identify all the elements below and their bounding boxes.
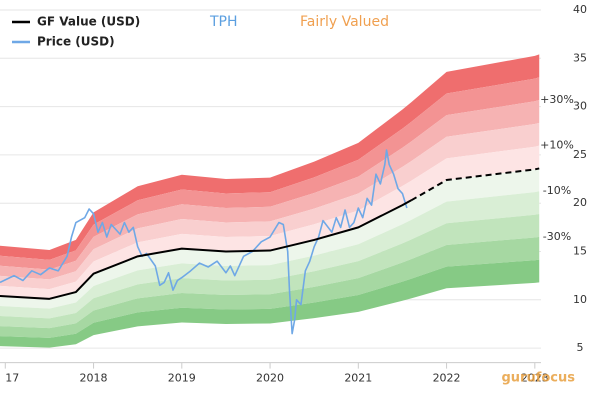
series-line xyxy=(0,199,412,300)
band-label: +30% xyxy=(540,93,574,106)
valuation-band xyxy=(0,259,540,348)
labels: 5 10 15 20 25 30 35 40 17 2018 2019 2020 2021 2022 202… xyxy=(5,3,587,385)
y-tick-label: 25 xyxy=(573,148,587,161)
y-tick-label: 20 xyxy=(573,196,587,209)
band-label: -30% xyxy=(543,230,571,243)
y-tick-label: 15 xyxy=(573,245,587,258)
y-tick-label: 30 xyxy=(573,100,587,113)
valuation-band xyxy=(0,122,540,290)
valuation-band xyxy=(0,100,540,280)
x-tick-label: 17 xyxy=(5,372,19,385)
bands xyxy=(0,54,540,348)
lines xyxy=(0,149,540,335)
band-label: -10% xyxy=(543,184,571,197)
x-tick-label: 2021 xyxy=(344,372,372,385)
y-tick-label: 40 xyxy=(573,3,587,16)
x-tick-label: 2019 xyxy=(168,372,196,385)
projection-line xyxy=(410,167,540,202)
valuation-band xyxy=(0,145,540,299)
series-line xyxy=(0,149,408,335)
valuation-band xyxy=(0,77,540,270)
valuation-band xyxy=(0,236,540,338)
y-tick-label: 10 xyxy=(573,293,587,306)
y-tick-label: 5 xyxy=(577,341,584,354)
valuation-band xyxy=(0,168,540,309)
legend-label: Price (USD) xyxy=(37,35,115,49)
valuation-band xyxy=(0,54,540,260)
x-tick-label: 2018 xyxy=(80,372,108,385)
x-tick-label: 2020 xyxy=(256,372,284,385)
band-label: +10% xyxy=(540,139,574,152)
ticker: TPH xyxy=(209,14,238,30)
logo: gurufocus xyxy=(501,371,575,386)
legend-label: GF Value (USD) xyxy=(37,15,140,29)
y-tick-label: 35 xyxy=(573,51,587,64)
x-tick-label: 2023 xyxy=(521,372,549,385)
valuation-band xyxy=(0,214,540,329)
x-tick-label: 2022 xyxy=(433,372,461,385)
valuation-label: Fairly Valued xyxy=(300,14,389,30)
valuation-band xyxy=(0,191,540,319)
